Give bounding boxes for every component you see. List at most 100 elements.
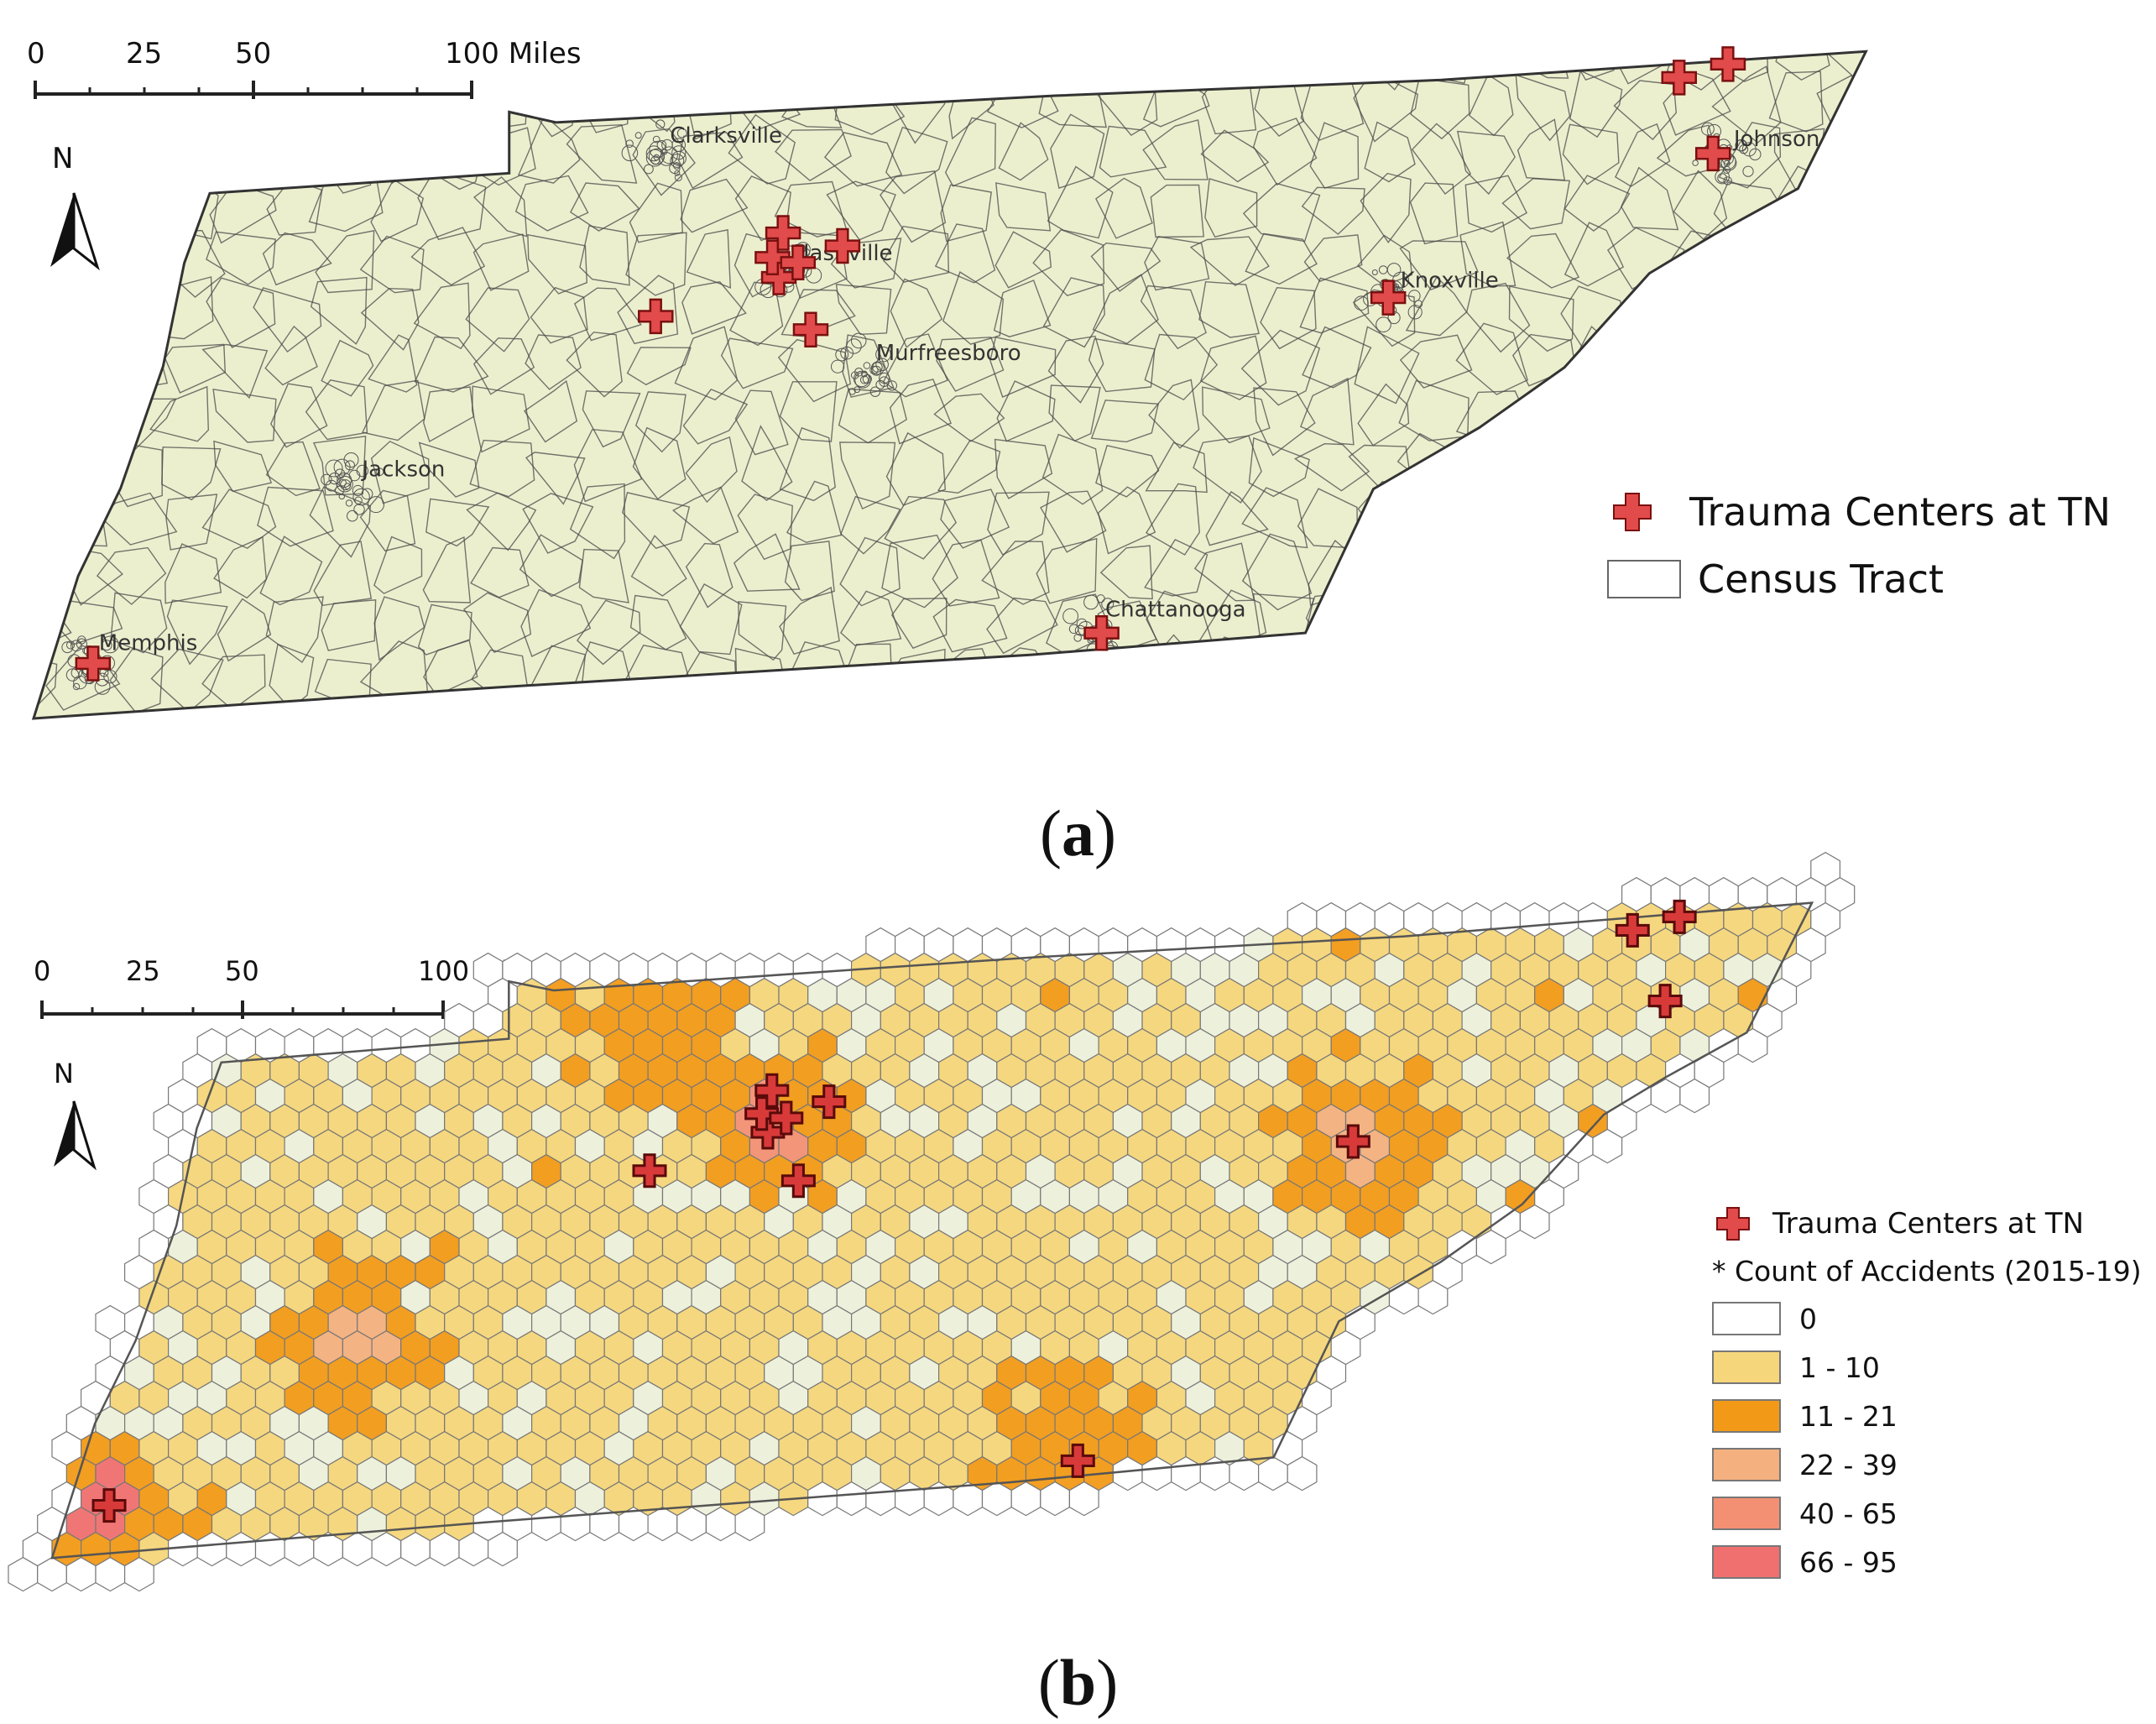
census-tract [413, 282, 471, 350]
census-tract [1778, 650, 1827, 716]
census-tract [305, 379, 368, 441]
census-tract [629, 594, 687, 650]
scale-bar-a: 0 25 50 100 Miles [27, 37, 582, 99]
census-tract [1656, 124, 1721, 177]
trauma-center-marker[interactable] [1661, 60, 1697, 96]
census-tract [786, 480, 843, 543]
census-tract [1148, 51, 1208, 74]
census-tract [1618, 380, 1669, 447]
trauma-center-marker-b[interactable] [1060, 1443, 1095, 1478]
trauma-center-marker[interactable] [754, 239, 791, 275]
census-tract [1302, 326, 1372, 389]
legend-b-title: * Count of Accidents (2015-19) [1712, 1254, 2142, 1288]
trauma-center-marker[interactable] [638, 298, 674, 335]
urban-tract [1354, 295, 1369, 311]
hexbin-cell [487, 1531, 518, 1567]
census-tract [1511, 333, 1576, 387]
census-tract [1142, 66, 1210, 128]
census-tract [1672, 284, 1722, 347]
census-tract [1720, 228, 1776, 285]
census-tract [1089, 51, 1154, 91]
trauma-center-marker[interactable] [1083, 614, 1120, 651]
trauma-center-marker-b[interactable] [632, 1153, 667, 1189]
state-boundary-a [31, 50, 1868, 720]
census-tract [1301, 186, 1365, 235]
trauma-center-marker-b[interactable] [769, 1100, 804, 1136]
census-tract [880, 170, 947, 243]
trauma-center-marker[interactable] [824, 227, 861, 264]
urban-tract [61, 641, 74, 654]
census-tract [1555, 385, 1625, 450]
urban-tract [328, 473, 341, 485]
census-tract [1456, 130, 1517, 196]
trauma-center-marker[interactable] [780, 244, 817, 281]
trauma-center-marker-b[interactable] [780, 1163, 816, 1199]
census-tract [837, 51, 903, 81]
census-tract [1253, 387, 1316, 457]
hexbin-cell [1519, 1204, 1550, 1240]
legend-b-trauma-label: Trauma Centers at TN [1772, 1207, 2085, 1241]
census-tract [1293, 442, 1370, 492]
trauma-cross-icon [1613, 493, 1652, 531]
urban-tract [674, 170, 681, 176]
census-tract [256, 118, 320, 185]
trauma-center-marker-b[interactable] [1615, 912, 1650, 948]
census-tract [422, 386, 475, 443]
census-tract [993, 647, 1059, 717]
census-tract [34, 431, 57, 499]
scale-b-tick-0: 0 [34, 955, 50, 987]
census-tract [1820, 283, 1866, 342]
census-tract [632, 128, 696, 196]
legend-b-classes: 0 1 - 10 11 - 21 22 - 39 40 - 65 66 - 95 [1712, 1294, 2142, 1586]
trauma-center-marker-b[interactable] [1647, 984, 1683, 1019]
trauma-center-marker-b[interactable] [1335, 1124, 1370, 1159]
trauma-center-marker-b[interactable] [754, 1073, 790, 1108]
census-tract [471, 385, 530, 453]
trauma-center-marker-b[interactable] [812, 1084, 847, 1120]
trauma-center-marker[interactable] [792, 311, 829, 348]
trauma-center-marker-b[interactable] [91, 1488, 127, 1523]
census-tract [361, 128, 431, 185]
urban-tract [853, 370, 870, 388]
trauma-center-marker-b[interactable] [1662, 899, 1697, 934]
census-tract [569, 182, 640, 232]
trauma-center-marker[interactable] [1710, 46, 1746, 82]
census-tract [262, 232, 332, 286]
urban-tract [343, 452, 359, 468]
census-tract [685, 542, 733, 609]
legend-b-class-label: 40 - 65 [1799, 1497, 1898, 1530]
census-tract [54, 440, 123, 509]
census-tract [1671, 383, 1718, 447]
census-tract [940, 488, 1010, 549]
scale-tick-0: 0 [27, 37, 45, 71]
census-tract [682, 389, 749, 445]
hexbin-cell [734, 1506, 765, 1542]
census-tract [1090, 242, 1162, 292]
census-tract [884, 495, 958, 560]
trauma-center-marker[interactable] [760, 259, 797, 295]
trauma-center-marker-b[interactable] [744, 1096, 780, 1131]
census-tract [110, 592, 168, 654]
census-tract [373, 535, 423, 594]
census-tract [573, 287, 642, 342]
trauma-center-marker[interactable] [1370, 279, 1407, 316]
census-tract [734, 389, 789, 456]
urban-tract [670, 154, 685, 168]
urban-tract [1717, 173, 1727, 183]
census-tract [1518, 541, 1575, 604]
legend-b-swatch [1712, 1302, 1781, 1335]
census-tract [1410, 77, 1470, 140]
census-tract [1560, 648, 1626, 704]
urban-tract [854, 386, 861, 394]
census-tract [108, 285, 159, 339]
census-tract [270, 383, 328, 448]
trauma-center-marker[interactable] [1694, 135, 1731, 172]
trauma-center-marker[interactable] [765, 215, 801, 251]
census-tract [944, 117, 996, 187]
census-tract [625, 232, 687, 296]
trauma-center-marker[interactable] [75, 645, 112, 682]
census-tract [573, 428, 643, 503]
trauma-center-marker-b[interactable] [750, 1115, 786, 1150]
census-tract [1400, 494, 1472, 542]
census-tract [1346, 51, 1423, 91]
